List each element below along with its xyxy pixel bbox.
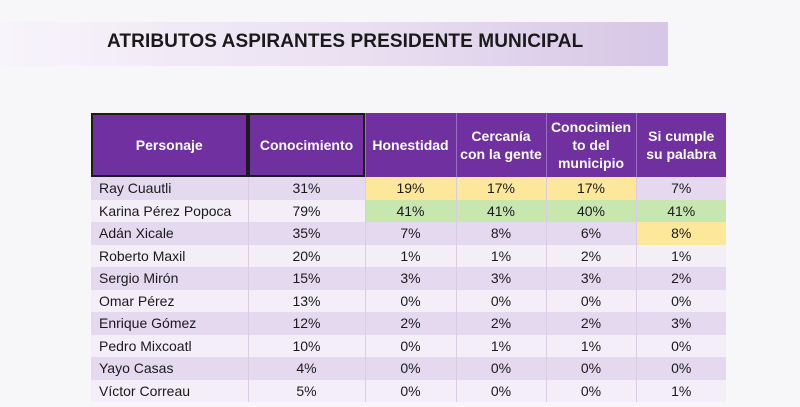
candidate-name: Víctor Correau: [91, 379, 248, 402]
table-row: Sergio Mirón 15% 3% 3% 3% 2%: [91, 267, 726, 290]
cell-cercania: 0%: [455, 357, 546, 380]
cell-conocimiento-municipio: 6%: [545, 222, 636, 245]
cell-cumple-palabra: 3%: [635, 312, 726, 335]
cell-cercania: 8%: [455, 222, 546, 245]
cell-honestidad: 0%: [364, 334, 456, 357]
table-header-row: Personaje Conocimiento Honestidad Cercanía c…: [91, 113, 726, 177]
cell-honestidad: 19%: [364, 177, 456, 200]
column-header-conocimiento-municipio: Conocimien to del municipio: [545, 113, 636, 177]
candidate-name: Yayo Casas: [91, 357, 248, 380]
page-title: ATRIBUTOS ASPIRANTES PRESIDENTE MUNICIPA…: [107, 31, 584, 52]
cell-conocimiento: 15%: [247, 267, 365, 290]
table-row: Karina Pérez Popoca 79% 41% 41% 40% 41%: [91, 199, 726, 222]
title-band: [0, 22, 668, 66]
table-row: Yayo Casas 4% 0% 0% 0% 0%: [91, 357, 726, 380]
cell-honestidad: 7%: [364, 222, 456, 245]
table-row: Víctor Correau 5% 0% 0% 0% 1%: [91, 379, 726, 402]
table-row: Ray Cuautli 31% 19% 17% 17% 7%: [91, 177, 726, 200]
cell-conocimiento: 10%: [247, 334, 365, 357]
cell-honestidad: 2%: [364, 312, 456, 335]
cell-cercania: 0%: [455, 379, 546, 402]
cell-cercania: 2%: [455, 312, 546, 335]
cell-cumple-palabra: 8%: [635, 222, 726, 245]
cell-cumple-palabra: 41%: [635, 199, 726, 222]
cell-cercania: 3%: [455, 267, 546, 290]
cell-honestidad: 3%: [364, 267, 456, 290]
cell-conocimiento-municipio: 0%: [545, 357, 636, 380]
cell-conocimiento: 13%: [247, 289, 365, 312]
candidate-name: Pedro Mixcoatl: [91, 334, 248, 357]
column-header-cumple-palabra: Si cumple su palabra: [635, 113, 726, 177]
cell-cercania: 1%: [455, 334, 546, 357]
cell-conocimiento-municipio: 3%: [545, 267, 636, 290]
cell-cercania: 0%: [455, 289, 546, 312]
cell-conocimiento-municipio: 0%: [545, 379, 636, 402]
cell-honestidad: 0%: [364, 289, 456, 312]
table-body: Ray Cuautli 31% 19% 17% 17% 7% Karina Pérez Po…: [91, 177, 726, 402]
candidate-name: Enrique Gómez: [91, 312, 248, 335]
cell-honestidad: 41%: [364, 199, 456, 222]
table-row: Enrique Gómez 12% 2% 2% 2% 3%: [91, 312, 726, 335]
cell-cercania: 41%: [455, 199, 546, 222]
cell-conocimiento-municipio: 1%: [545, 334, 636, 357]
cell-conocimiento: 12%: [247, 312, 365, 335]
table-row: Adán Xicale 35% 7% 8% 6% 8%: [91, 222, 726, 245]
cell-cumple-palabra: 2%: [635, 267, 726, 290]
cell-cercania: 17%: [455, 177, 546, 200]
candidate-name: Karina Pérez Popoca: [91, 199, 248, 222]
attributes-table: Personaje Conocimiento Honestidad Cercanía c…: [91, 113, 726, 402]
cell-conocimiento: 20%: [247, 244, 365, 267]
table-row: Omar Pérez 13% 0% 0% 0% 0%: [91, 289, 726, 312]
column-header-conocimiento: Conocimiento: [247, 113, 365, 177]
candidate-name: Adán Xicale: [91, 222, 248, 245]
cell-cumple-palabra: 1%: [635, 379, 726, 402]
cell-honestidad: 0%: [364, 379, 456, 402]
cell-cumple-palabra: 0%: [635, 289, 726, 312]
cell-cumple-palabra: 7%: [635, 177, 726, 200]
cell-honestidad: 1%: [364, 244, 456, 267]
table-row: Pedro Mixcoatl 10% 0% 1% 1% 0%: [91, 334, 726, 357]
cell-conocimiento-municipio: 2%: [545, 312, 636, 335]
cell-conocimiento-municipio: 0%: [545, 289, 636, 312]
cell-cumple-palabra: 1%: [635, 244, 726, 267]
cell-conocimiento: 5%: [247, 379, 365, 402]
cell-conocimiento-municipio: 17%: [545, 177, 636, 200]
cell-conocimiento-municipio: 40%: [545, 199, 636, 222]
cell-conocimiento-municipio: 2%: [545, 244, 636, 267]
cell-conocimiento: 79%: [247, 199, 365, 222]
cell-cercania: 1%: [455, 244, 546, 267]
cell-cumple-palabra: 0%: [635, 357, 726, 380]
candidate-name: Sergio Mirón: [91, 267, 248, 290]
candidate-name: Ray Cuautli: [91, 177, 248, 200]
cell-cumple-palabra: 0%: [635, 334, 726, 357]
table-row: Roberto Maxil 20% 1% 1% 2% 1%: [91, 244, 726, 267]
cell-honestidad: 0%: [364, 357, 456, 380]
column-header-personaje: Personaje: [91, 113, 248, 177]
cell-conocimiento: 4%: [247, 357, 365, 380]
candidate-name: Roberto Maxil: [91, 244, 248, 267]
cell-conocimiento: 35%: [247, 222, 365, 245]
cell-conocimiento: 31%: [247, 177, 365, 200]
candidate-name: Omar Pérez: [91, 289, 248, 312]
column-header-honestidad: Honestidad: [364, 113, 456, 177]
column-header-cercania: Cercanía con la gente: [455, 113, 546, 177]
